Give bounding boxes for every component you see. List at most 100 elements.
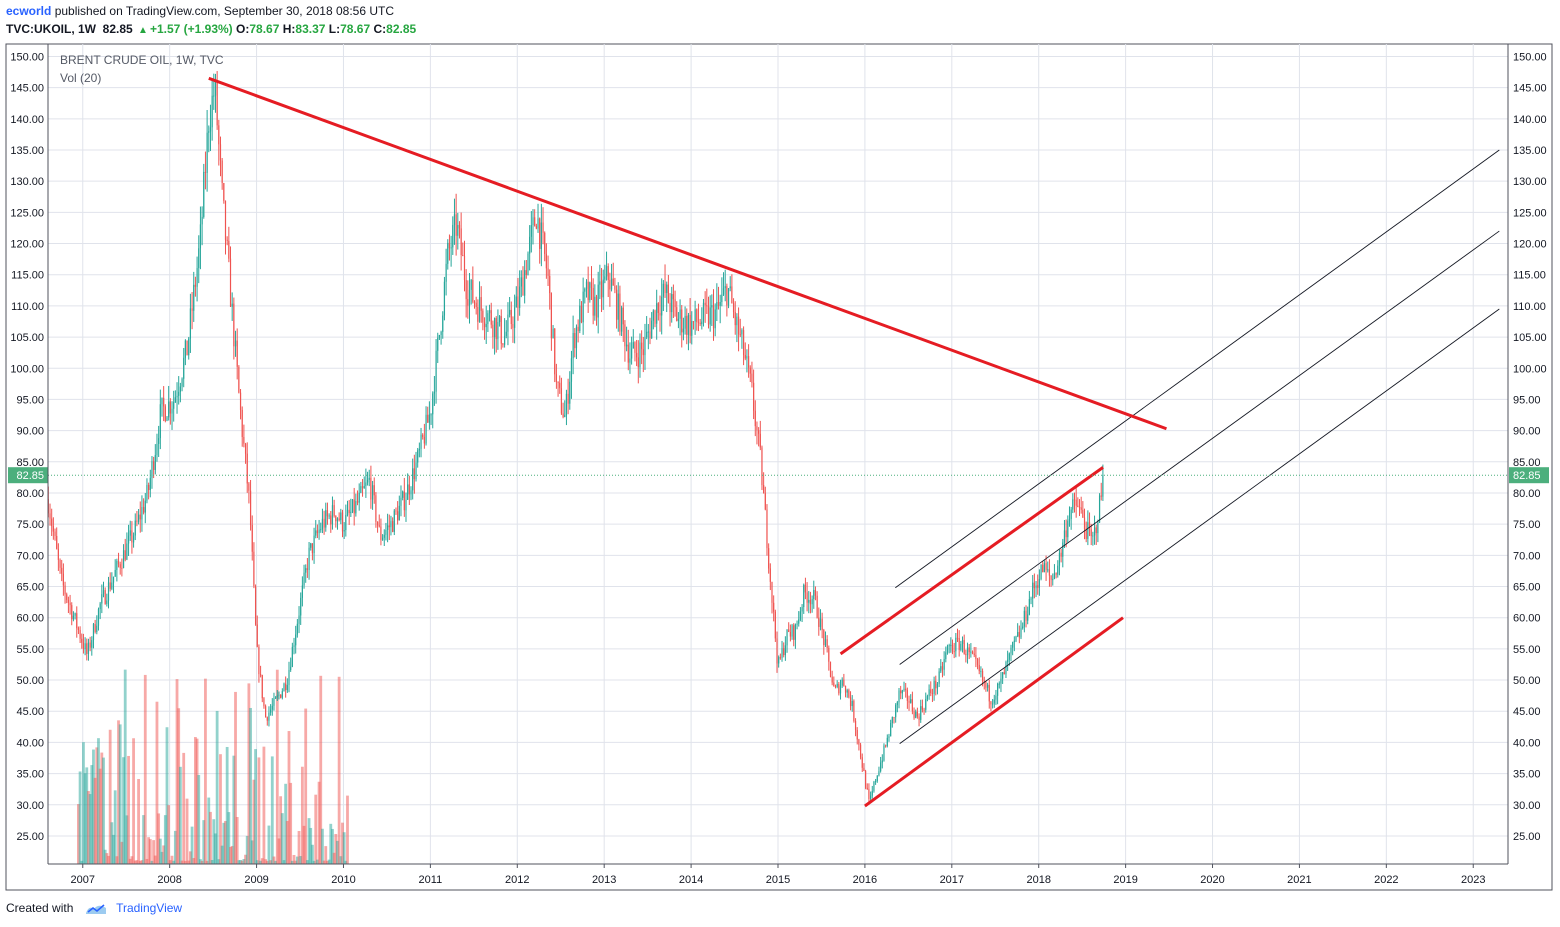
volume-bar bbox=[292, 854, 296, 864]
volume-bar bbox=[177, 708, 181, 864]
candle-body bbox=[674, 299, 676, 308]
candle-body bbox=[502, 343, 504, 345]
candle-body bbox=[604, 276, 606, 280]
price-axis-right[interactable]: 25.00 30.00 35.00 40.00 45.00 50.00 55.00 60.00… bbox=[1509, 51, 1549, 843]
price-tick-label: 130.00 bbox=[10, 176, 44, 188]
candle-body bbox=[398, 505, 400, 521]
candle-body bbox=[1020, 628, 1022, 638]
candle-body bbox=[395, 510, 397, 512]
candle-body bbox=[104, 590, 106, 604]
candle-body bbox=[184, 340, 186, 358]
candle-body bbox=[584, 288, 586, 292]
volume-bar bbox=[214, 833, 217, 864]
candle-body bbox=[263, 698, 265, 707]
open-label: O: bbox=[236, 22, 250, 36]
price-tick-label: 70.00 bbox=[1513, 550, 1541, 562]
candle-body bbox=[270, 709, 272, 713]
candle-body bbox=[77, 628, 80, 630]
volume-bar bbox=[103, 849, 107, 864]
candle-body bbox=[92, 624, 95, 641]
candle-body bbox=[764, 493, 766, 510]
candle-body bbox=[203, 171, 205, 217]
candle-body bbox=[198, 248, 200, 269]
volume-bar bbox=[312, 860, 316, 864]
candle-body bbox=[682, 328, 685, 333]
candle-body bbox=[609, 279, 611, 290]
candle-body bbox=[236, 340, 238, 367]
volume-bar bbox=[260, 858, 264, 864]
volume-bar bbox=[202, 820, 206, 864]
candle-body bbox=[111, 582, 113, 589]
candle-body bbox=[176, 395, 178, 398]
candle-body bbox=[298, 615, 300, 624]
volume-bar bbox=[125, 815, 129, 864]
candle-body bbox=[945, 652, 947, 660]
candle-body bbox=[1062, 542, 1064, 557]
candle-body bbox=[428, 414, 430, 423]
candle-body bbox=[590, 282, 593, 288]
volume-bar bbox=[132, 738, 135, 864]
candle-body bbox=[117, 560, 120, 565]
tradingview-link[interactable]: TradingView bbox=[116, 901, 183, 915]
candle-body bbox=[809, 599, 812, 605]
price-tick-label: 40.00 bbox=[1513, 737, 1541, 749]
candle-body bbox=[418, 448, 420, 451]
candle-body bbox=[450, 247, 452, 249]
candle-body bbox=[564, 415, 566, 417]
candle-body bbox=[722, 288, 725, 295]
candle-body bbox=[836, 683, 838, 687]
candle-body bbox=[687, 315, 690, 335]
candle-body bbox=[1068, 518, 1071, 521]
price-axis-left[interactable]: 25.00 30.00 35.00 40.00 45.00 50.00 55.00 60.00… bbox=[8, 51, 48, 843]
candle-body bbox=[1000, 678, 1002, 684]
candle-body bbox=[704, 302, 706, 306]
candle-body bbox=[505, 331, 507, 336]
candle-body bbox=[672, 294, 674, 300]
price-tick-label: 135.00 bbox=[1513, 145, 1547, 157]
candle-body bbox=[717, 302, 720, 306]
candle-body bbox=[983, 680, 985, 682]
trend-line bbox=[208, 76, 1167, 431]
volume-bar bbox=[168, 860, 172, 864]
candle-body bbox=[806, 592, 808, 603]
candle-body bbox=[747, 356, 750, 368]
volume-bar bbox=[135, 860, 139, 864]
candle-body bbox=[600, 281, 603, 298]
candle-body bbox=[131, 530, 133, 543]
price-chart[interactable]: 25.00 30.00 35.00 40.00 45.00 50.00 55.00 60.00… bbox=[0, 0, 1560, 900]
volume-bar bbox=[310, 844, 314, 864]
candle-body bbox=[585, 281, 588, 289]
volume-bar bbox=[170, 855, 174, 864]
candle-body bbox=[271, 705, 273, 710]
published-text: published on TradingView.com, September … bbox=[51, 4, 395, 18]
candle-body bbox=[109, 582, 111, 589]
footer: Created with TradingView bbox=[6, 901, 182, 916]
candle-body bbox=[925, 698, 927, 710]
time-axis[interactable]: 2007 2008 2009 2010 2011 2012 2013 2014 2015 2016… bbox=[71, 864, 1486, 886]
candle-body bbox=[114, 569, 116, 577]
candle-body bbox=[1010, 647, 1012, 654]
candle-body bbox=[519, 286, 521, 308]
time-tick-label: 2020 bbox=[1200, 874, 1224, 886]
candle-body bbox=[560, 388, 563, 414]
volume-bar bbox=[307, 818, 311, 864]
candle-body bbox=[1078, 507, 1081, 509]
author-link[interactable]: ecworld bbox=[6, 4, 52, 18]
candle-body bbox=[986, 684, 989, 688]
candle-body bbox=[186, 340, 188, 356]
candle-body bbox=[1050, 575, 1052, 580]
price-tick-label: 35.00 bbox=[1513, 769, 1541, 781]
candle-body bbox=[520, 277, 522, 287]
candle-body bbox=[893, 717, 895, 719]
candle-body bbox=[756, 426, 758, 431]
candle-body bbox=[629, 358, 631, 363]
volume-bar bbox=[140, 860, 144, 864]
candle-body bbox=[844, 685, 847, 693]
volume-bar bbox=[142, 815, 145, 864]
candle-body bbox=[305, 568, 307, 573]
low-value: 78.67 bbox=[340, 22, 371, 36]
candle-body bbox=[427, 414, 429, 423]
candle-body bbox=[619, 293, 621, 332]
candle-body bbox=[1028, 599, 1030, 615]
candle-body bbox=[181, 378, 183, 387]
